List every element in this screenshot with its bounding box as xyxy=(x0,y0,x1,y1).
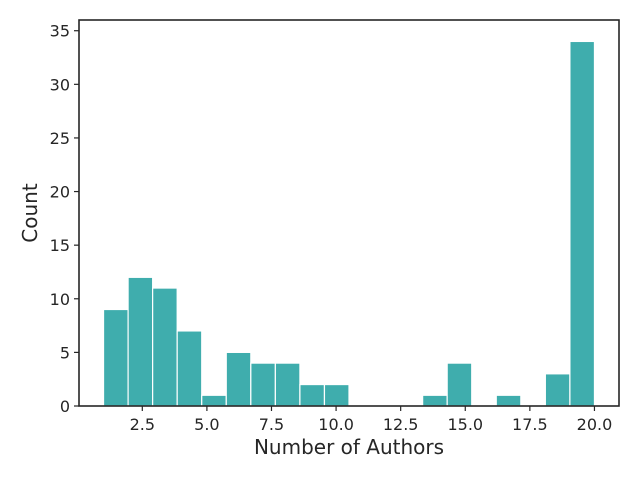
x-tick-label: 7.5 xyxy=(259,415,284,434)
y-axis-ticks: 0 5 10 15 20 25 30 35 xyxy=(50,22,79,416)
histogram-bar-3 xyxy=(176,330,203,407)
plot-frame xyxy=(78,19,620,407)
histogram-bar-5 xyxy=(225,351,252,407)
histogram-bar-10 xyxy=(422,394,448,407)
histogram-bar-6 xyxy=(250,362,276,407)
histogram-bar-12 xyxy=(495,394,522,407)
y-tick-label: 20 xyxy=(50,183,70,202)
histogram-bar-2 xyxy=(152,287,178,407)
histogram-bar-4 xyxy=(201,394,227,407)
x-tick-label: 20.0 xyxy=(577,415,613,434)
histogram-bar-8 xyxy=(299,383,326,407)
y-tick-label: 5 xyxy=(60,343,70,362)
y-tick-label: 15 xyxy=(50,236,70,255)
histogram-bar-0 xyxy=(102,308,129,407)
y-tick-label: 35 xyxy=(50,22,70,41)
histogram-bar-1 xyxy=(127,276,154,407)
y-tick-label: 25 xyxy=(50,129,70,148)
bars-group xyxy=(102,40,596,407)
x-axis-ticks: 2.5 5.0 7.5 10.0 12.5 15.0 17.5 20.0 xyxy=(130,406,613,434)
y-tick-label: 30 xyxy=(50,75,70,94)
histogram-bar-13 xyxy=(544,373,571,407)
histogram-bar-14 xyxy=(569,40,596,407)
histogram-bar-7 xyxy=(274,362,301,407)
histogram-bar-11 xyxy=(446,362,473,407)
y-axis-label: Count xyxy=(18,183,42,243)
y-tick-label: 0 xyxy=(60,397,70,416)
x-axis-label: Number of Authors xyxy=(254,435,444,459)
y-tick-label: 10 xyxy=(50,290,70,309)
x-tick-label: 2.5 xyxy=(130,415,155,434)
x-tick-label: 10.0 xyxy=(318,415,354,434)
x-tick-label: 5.0 xyxy=(194,415,219,434)
x-tick-label: 15.0 xyxy=(447,415,483,434)
histogram-bar-9 xyxy=(323,383,350,407)
x-tick-label: 17.5 xyxy=(512,415,548,434)
x-tick-label: 12.5 xyxy=(383,415,419,434)
